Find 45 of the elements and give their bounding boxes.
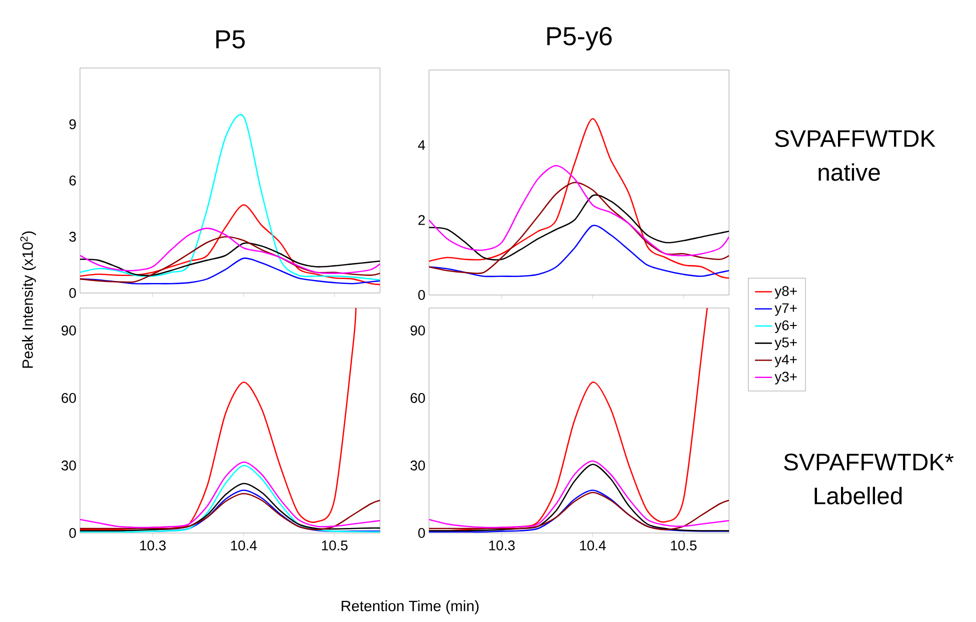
legend-label: y3+: [774, 372, 797, 384]
line-series: [429, 224, 730, 278]
line-series: [80, 492, 380, 530]
line-series: [429, 194, 730, 261]
chart-title: P5: [216, 30, 245, 48]
x-tick-label: 10.3: [489, 540, 515, 550]
y-tick-label: 2: [418, 215, 425, 225]
y-tick-label: 0: [418, 528, 425, 538]
x-tick-label: 10.4: [231, 540, 257, 550]
chart-title: P5-y6: [547, 27, 612, 50]
y-tick-label: 4: [418, 140, 426, 150]
line-series: [429, 182, 730, 274]
y-tick-label: 30: [61, 460, 76, 470]
y-tick-label: 30: [410, 460, 425, 470]
line-series: [429, 118, 730, 279]
line-series: [80, 228, 380, 274]
legend-label: y7+: [774, 303, 797, 316]
x-tick-label: 10.5: [322, 540, 348, 550]
text: SVPAFFWTDK* Labelled: [784, 454, 954, 504]
y-tick-label: 60: [410, 393, 425, 403]
legend-label: y4+: [774, 354, 797, 368]
line-series: [80, 242, 380, 276]
y-tick-label: 0: [69, 528, 76, 538]
y-tick-label: 0: [418, 290, 425, 300]
y-tick-label: 60: [62, 393, 76, 403]
x-tick-label: 10.4: [580, 540, 606, 550]
x-tick-label: 10.3: [140, 540, 166, 550]
line-series: [80, 204, 380, 286]
line-series: [429, 164, 730, 256]
y-tick-label: 6: [69, 176, 76, 186]
y-tick-label: 90: [62, 326, 76, 336]
y-axis-title: Peak Intensity (x10$^{2}$): [20, 231, 36, 368]
legend-label: y8+: [774, 286, 797, 299]
y-tick-label: 0: [69, 288, 76, 298]
y-tick-label: 3: [69, 232, 76, 242]
legend-label: y5+: [774, 338, 797, 350]
line-series: [80, 236, 380, 283]
x-tick-label: 10.5: [671, 540, 697, 550]
text: SVPAFFWTDK native: [775, 130, 936, 181]
line-series: [80, 308, 357, 530]
y-tick-label: 90: [410, 326, 425, 336]
line-series: [80, 482, 380, 532]
x-axis-title: Retention Time (min): [342, 600, 479, 614]
legend-label: y6+: [774, 320, 797, 334]
y-tick-label: 9: [69, 119, 76, 130]
